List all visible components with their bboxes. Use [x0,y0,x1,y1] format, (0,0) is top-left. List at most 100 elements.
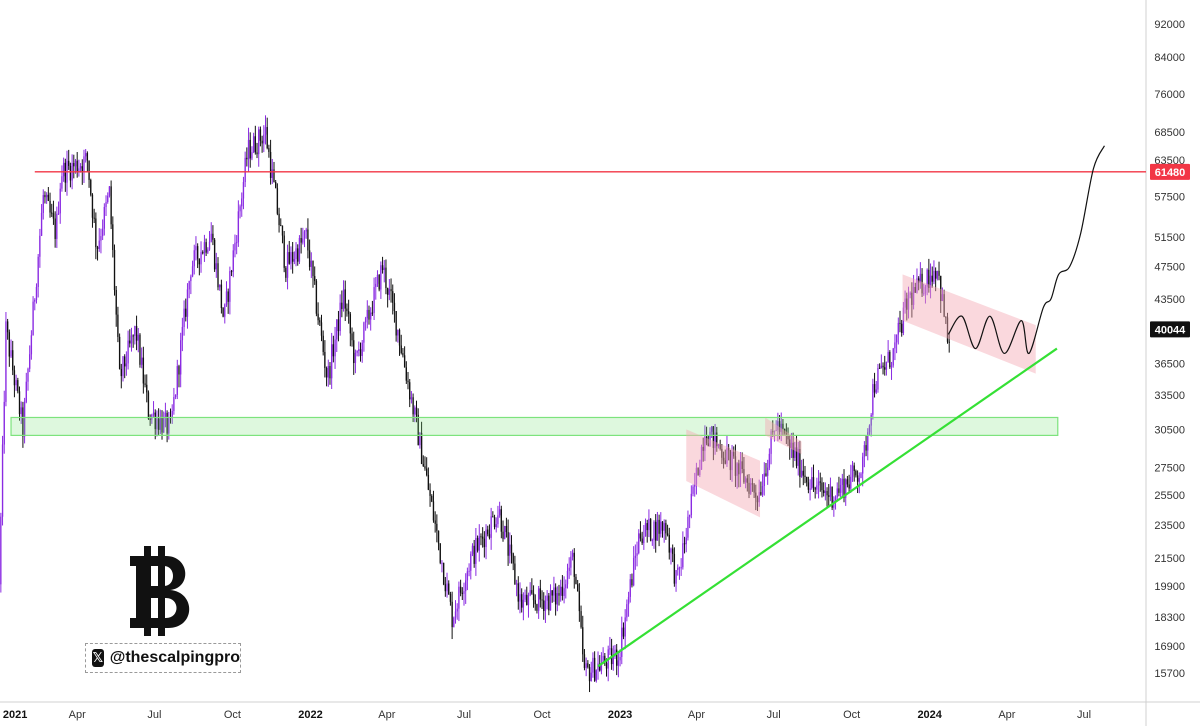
candle-body [420,432,423,464]
candle-body [868,425,871,433]
candle-body [668,535,670,553]
candle-body [176,366,178,395]
candle-body [853,465,855,471]
candle-body [824,490,827,494]
candle-body [371,312,374,314]
candle-body [514,563,516,584]
candle-body [860,473,862,479]
candle-body [79,166,82,169]
candle-body [546,595,548,601]
candle-body [437,530,440,544]
candle-body [381,265,384,271]
candle-body [524,594,526,600]
candle-body [890,365,893,368]
candle-body [631,579,633,586]
candle-body [614,649,616,657]
candle-body [432,501,435,521]
candle-body [673,553,676,584]
candle-body [168,417,170,434]
candle-body [159,417,161,430]
candle-body [373,287,375,313]
candle-body [901,323,903,333]
candle-body [532,593,535,601]
candle-body [885,361,888,370]
candle-body [621,627,623,657]
candle-body [317,313,319,321]
candle-body [750,483,752,494]
candle-body [884,367,886,370]
candle-body [870,414,872,426]
price-axis[interactable]: 15700 16900 18300 19900 21500 23500 25500 27500… [1150,19,1190,680]
candle-body [731,451,733,471]
candle-body [612,656,614,665]
candle-body [283,235,285,268]
candle-body [873,384,876,393]
candle-body [140,357,143,365]
candle-body [117,314,119,337]
candle-body [354,352,357,364]
candle-body [347,311,350,315]
candle-body [527,595,530,605]
time-axis[interactable]: 2021 Apr Jul Oct 2022 Apr Jul Oct 2023 Apr Jul Oct 2… [3,709,1091,721]
candle-body [926,269,928,287]
candle-body [595,670,598,681]
candle-body [626,604,628,618]
candle-body [560,586,562,596]
bitcoin-logo [130,546,190,636]
candle-body [770,431,772,454]
candle-body [107,195,109,202]
candle-body [358,349,360,351]
candle-body [624,617,626,637]
candle-body [887,352,889,362]
candle-body [314,276,316,282]
candle-body [468,570,470,572]
candle-body [590,672,592,682]
candle-body [782,423,784,429]
candle-body [288,252,290,264]
handle-text: @thescalpingpro [109,649,240,666]
candle-body [210,233,212,242]
candle-body [215,263,217,270]
candle-body [183,308,185,327]
candle-body [224,304,226,317]
candle-body [495,524,497,528]
candle-body [780,423,782,432]
descending-channel-2 [765,417,802,455]
projection-path [947,145,1105,355]
candle-body [264,127,267,135]
candle-body [397,329,399,336]
candle-body [599,663,601,671]
candle-body [23,401,26,437]
candle-body [383,267,385,271]
candle-body [807,482,810,490]
candle-body [653,521,655,541]
candle-body [943,294,945,317]
candle-body [144,383,146,385]
candle-body [219,284,221,288]
candle-body [716,432,718,447]
candle-body [609,648,611,650]
candle-body [563,588,565,596]
candle-body [802,470,804,476]
candle-body [465,580,467,592]
candle-body [202,252,204,254]
candle-body [312,260,314,277]
candle-body [509,544,511,556]
candle-body [188,281,190,290]
candle-body [543,600,545,612]
candle-body [734,456,737,476]
price-tick-label: 19900 [1154,581,1185,593]
candle-body [40,212,43,236]
candle-body [921,273,923,294]
candle-body [507,532,509,556]
candle-body [733,451,735,457]
candle-body [307,229,309,251]
candle-body [600,662,603,671]
candle-body [5,321,7,402]
candle-body [487,529,489,535]
candle-body [410,397,413,400]
candle-body [675,570,677,584]
candle-body [671,548,674,554]
